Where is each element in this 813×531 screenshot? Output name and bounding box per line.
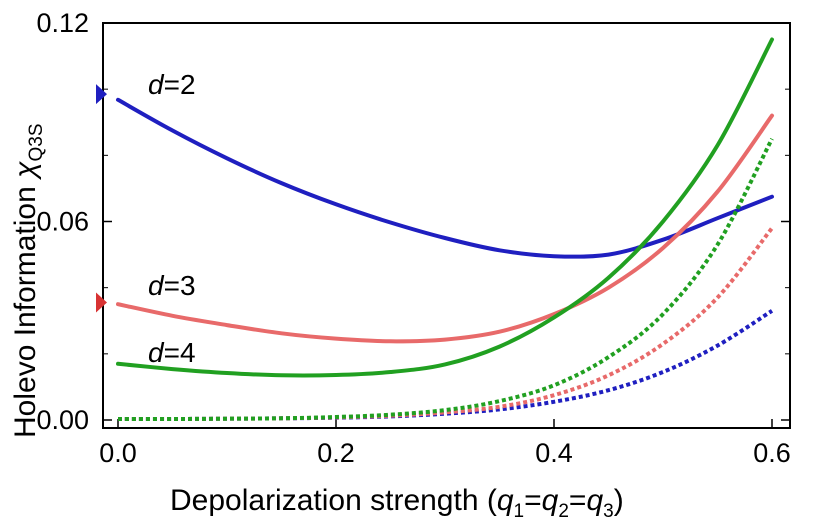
x-tick-label-2: 0.4 (535, 438, 573, 468)
y-tick-label-0: 0.00 (36, 405, 89, 435)
limit-marker-0 (96, 84, 107, 105)
tick-labels-group: 0.0 0.2 0.4 0.6 0.00 0.06 0.12 (36, 8, 790, 468)
series-line-1 (116, 113, 774, 344)
x-tick-label-3: 0.6 (753, 438, 791, 468)
series-line-5 (117, 137, 774, 422)
series-line-0 (116, 97, 774, 259)
series-line-2 (116, 37, 774, 378)
x-axis-title: Depolarization strength (q1=q2=q3) (170, 484, 624, 522)
series-line-4 (117, 226, 774, 422)
ticks-group (103, 22, 790, 428)
y-tick-label-2: 0.12 (36, 8, 89, 38)
y-tick-label-1: 0.06 (36, 207, 89, 237)
series-group (116, 37, 774, 422)
x-tick-label-0: 0.0 (99, 438, 137, 468)
plot-frame (102, 22, 791, 429)
x-tick-label-1: 0.2 (317, 438, 355, 468)
plot-frame-group (102, 22, 791, 429)
series-labels-group: d=2 d=3 d=4 (148, 69, 196, 368)
markers-group (96, 84, 107, 313)
y-axis-title: Holevo Information χQ3S (9, 123, 47, 438)
series-label-d2: d=2 (148, 69, 196, 100)
series-label-d3: d=3 (148, 270, 196, 301)
series-label-d4: d=4 (148, 337, 196, 368)
limit-marker-1 (96, 292, 107, 313)
